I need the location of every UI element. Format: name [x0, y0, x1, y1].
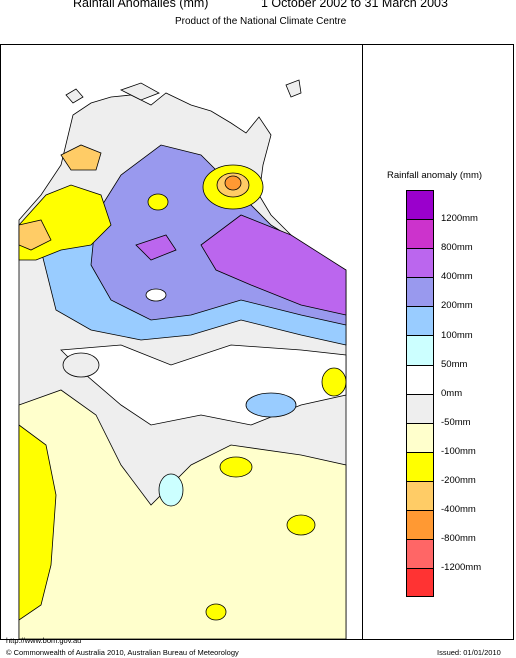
legend-label: 800mm	[441, 242, 473, 254]
zone-violet-small	[135, 234, 177, 261]
legend-swatch	[406, 568, 434, 598]
legend-label: 100mm	[441, 329, 473, 341]
blob-yellow-2	[219, 456, 253, 478]
header: Rainfall Anomalies (mm) 1 October 2002 t…	[0, 0, 516, 44]
blob-yellow-5	[205, 603, 227, 621]
footer-url[interactable]: http://www.bom.gov.au	[6, 636, 82, 645]
blob-lightblue-2	[245, 392, 297, 418]
map-title: Rainfall Anomalies (mm)	[73, 0, 209, 10]
legend-swatch	[406, 190, 434, 220]
blob-white-1	[145, 288, 167, 302]
blob-grey-1	[62, 352, 100, 378]
legend-title: Rainfall anomaly (mm)	[387, 170, 483, 181]
legend-label: 0mm	[441, 387, 463, 399]
footer-issued: Issued: 01/01/2010	[437, 648, 501, 657]
legend-swatch	[406, 480, 434, 511]
zone-orange-nw	[60, 144, 102, 171]
legend-swatch	[406, 539, 434, 569]
zone-pale-yellow-south	[18, 389, 347, 639]
island-1	[65, 88, 84, 104]
island-3	[285, 79, 302, 98]
footer-copyright: © Commonwealth of Australia 2010, Austra…	[6, 648, 239, 657]
legend-swatch	[406, 364, 434, 394]
legend-swatch	[406, 393, 434, 423]
legend-label: -800mm	[441, 533, 476, 545]
zone-orange-w	[18, 219, 52, 251]
blob-lightblue-1	[158, 473, 184, 507]
legend-label: -200mm	[441, 475, 476, 486]
legend-swatch	[406, 277, 434, 307]
hotspot-core	[224, 175, 242, 191]
zone-yellow-sw	[18, 424, 57, 621]
legend-label: -400mm	[441, 504, 476, 516]
legend-label: 50mm	[441, 358, 468, 370]
legend-swatch	[406, 451, 434, 481]
legend-swatch	[406, 219, 434, 249]
blob-yellow-4	[286, 514, 316, 536]
map-period: 1 October 2002 to 31 March 2003	[261, 0, 448, 10]
zone-violet	[200, 214, 347, 316]
map-subtitle: Product of the National Climate Centre	[175, 16, 347, 27]
legend-label: -50mm	[441, 416, 471, 428]
legend-swatch	[406, 510, 434, 540]
legend-label: 200mm	[441, 300, 473, 312]
legend-label: 1200mm	[441, 213, 478, 225]
map-frame	[0, 44, 514, 640]
legend-swatch	[406, 306, 434, 336]
legend-colorbar	[406, 190, 434, 598]
legend-divider	[362, 44, 363, 640]
blob-yellow-1	[147, 193, 169, 211]
legend-swatch	[406, 335, 434, 365]
legend-label: 400mm	[441, 271, 473, 283]
blob-yellow-3	[321, 367, 347, 397]
legend-swatch	[406, 248, 434, 278]
legend-label: -1200mm	[441, 562, 482, 574]
island-2	[119, 82, 160, 101]
rainfall-map	[18, 79, 347, 639]
legend-swatch	[406, 422, 434, 452]
legend-label: -100mm	[441, 445, 476, 457]
